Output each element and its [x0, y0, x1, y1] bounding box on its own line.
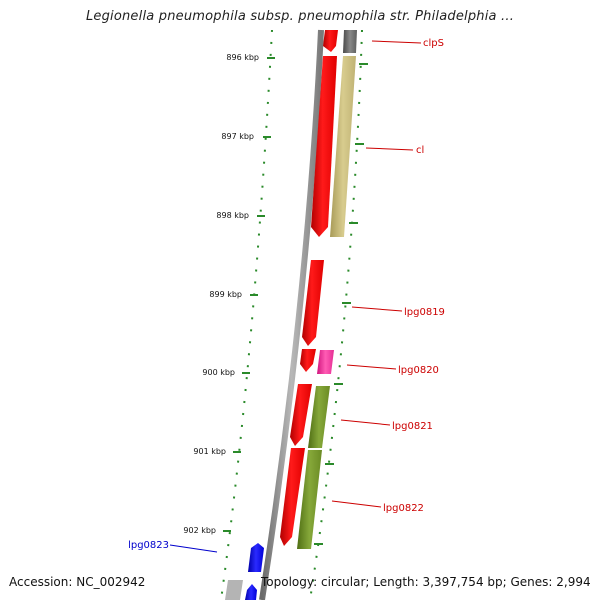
forward-strand-genes [280, 30, 338, 546]
tick-label-900: 900 kbp [202, 368, 235, 377]
gene-lpg0819[interactable] [302, 260, 324, 346]
gene-grey-bottom[interactable] [225, 580, 243, 600]
backbone-arc [259, 29, 324, 600]
major-ticks [223, 57, 368, 545]
gene-label-lpg0819[interactable]: lpg0819 [404, 307, 445, 318]
gene-label-lpg0823[interactable]: lpg0823 [128, 540, 169, 551]
tick-label-896: 896 kbp [226, 53, 259, 62]
tick-label-899: 899 kbp [209, 290, 242, 299]
gene-cl[interactable] [311, 56, 337, 237]
gene-clpS[interactable] [323, 30, 338, 52]
gene-olive-1[interactable] [308, 386, 330, 448]
tick-label-902: 902 kbp [183, 526, 216, 535]
outer-tick-ruler [309, 29, 363, 600]
topology-summary: Topology: circular; Length: 3,397,754 bp… [261, 575, 591, 589]
gene-lpg0822-fwd[interactable] [280, 448, 305, 546]
tick-label-901: 901 kbp [193, 447, 226, 456]
gene-lpg0820-fwd[interactable] [300, 349, 316, 372]
gene-pink[interactable] [317, 350, 334, 374]
gene-label-lpg0820[interactable]: lpg0820 [398, 365, 439, 376]
gene-khaki[interactable] [330, 56, 356, 237]
tick-label-898: 898 kbp [216, 211, 249, 220]
gene-label-clpS[interactable]: clpS [423, 38, 444, 49]
gene-grey-top[interactable] [343, 30, 357, 53]
inner-tick-ruler [220, 29, 273, 600]
accession-text: Accession: NC_002942 [9, 575, 146, 589]
gene-blue-lower[interactable] [245, 584, 257, 600]
tick-label-897: 897 kbp [221, 132, 254, 141]
gene-lpg0821-fwd[interactable] [290, 384, 312, 446]
gene-label-cl[interactable]: cl [416, 145, 424, 156]
reverse-strand-genes [297, 30, 357, 549]
map-title: Legionella pneumophila subsp. pneumophil… [85, 9, 515, 24]
gene-olive-2[interactable] [297, 450, 322, 549]
gene-lpg0823[interactable] [248, 543, 264, 572]
label-leaders [169, 40, 422, 553]
gene-label-lpg0822[interactable]: lpg0822 [383, 503, 424, 514]
gene-label-lpg0821[interactable]: lpg0821 [392, 421, 433, 432]
